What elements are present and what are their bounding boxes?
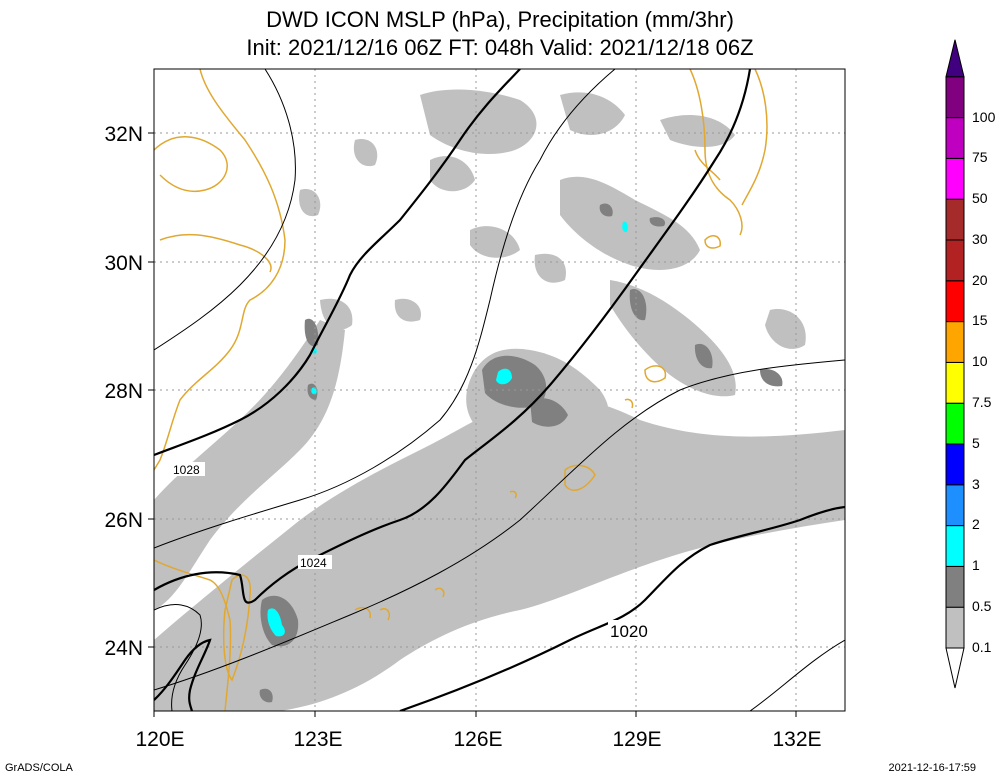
lat-tick-labels: 24N 26N 28N 30N 32N: [104, 123, 143, 660]
legend-color-box: [945, 198, 965, 241]
legend-color-box: [945, 321, 965, 363]
legend-color-boxes: [945, 39, 965, 689]
isobar-label-1020: 1020: [610, 622, 648, 641]
legend-triangle-bottom: [945, 647, 965, 689]
legend-label: 1: [972, 557, 980, 573]
lat-label: 26N: [104, 509, 143, 532]
legend-color-box: [945, 484, 965, 527]
title-line-1: DWD ICON MSLP (hPa), Precipitation (mm/3…: [266, 7, 734, 32]
legend-label: 75: [972, 149, 988, 165]
legend-triangle-top: [945, 39, 965, 78]
isobars-thick: [154, 69, 845, 711]
footer-credit: GrADS/COLA: [5, 762, 73, 774]
legend-label: 10: [972, 353, 988, 369]
lat-label: 24N: [104, 637, 143, 660]
legend-label: 50: [972, 190, 988, 206]
legend-label: 2: [972, 516, 980, 532]
isobar-labels: 1028 1024 1020: [171, 462, 658, 641]
legend-labels: 0.1 0.5 1 2 3 5 7.5 10 15 20 30 50 75 10…: [972, 109, 996, 655]
legend-color-box: [945, 239, 965, 282]
legend-label: 20: [972, 272, 988, 288]
precip-legend: 0.1 0.5 1 2 3 5 7.5 10 15 20 30 50 75 10…: [945, 39, 996, 689]
precip-moderate-areas: [259, 203, 783, 703]
isobars-thin: [154, 69, 845, 711]
lon-label: 129E: [612, 728, 661, 751]
legend-color-box: [945, 361, 965, 404]
isobar-label-1028: 1028: [173, 463, 200, 477]
lon-label: 123E: [293, 728, 342, 751]
isobar-label-1024: 1024: [300, 556, 327, 570]
coastlines: [154, 69, 768, 711]
footer-timestamp: 2021-12-16-17:59: [888, 762, 976, 774]
legend-label: 5: [972, 435, 980, 451]
lat-label: 28N: [104, 380, 143, 403]
lon-label: 126E: [453, 728, 502, 751]
legend-label: 0.1: [972, 639, 992, 655]
legend-label: 7.5: [972, 394, 992, 410]
axis-ticks: [148, 132, 797, 717]
lon-label: 120E: [135, 728, 184, 751]
lon-label: 132E: [772, 728, 821, 751]
legend-label: 3: [972, 476, 980, 492]
lon-tick-labels: 120E 123E 126E 129E 132E: [135, 728, 821, 751]
legend-color-box: [945, 117, 965, 159]
legend-color-box: [945, 280, 965, 323]
lat-label: 30N: [104, 252, 143, 275]
legend-color-box: [945, 157, 965, 200]
legend-color-box: [945, 443, 965, 486]
title-line-2: Init: 2021/12/16 06Z FT: 048h Valid: 202…: [246, 35, 754, 60]
legend-label: 30: [972, 231, 988, 247]
legend-label: 0.5: [972, 598, 992, 614]
legend-color-box: [945, 402, 965, 445]
legend-color-box: [945, 525, 965, 567]
lat-label: 32N: [104, 123, 143, 146]
legend-label: 15: [972, 312, 988, 328]
legend-color-box: [945, 76, 965, 119]
legend-label: 100: [972, 109, 996, 125]
legend-color-box: [945, 565, 965, 608]
legend-color-box: [945, 606, 965, 649]
